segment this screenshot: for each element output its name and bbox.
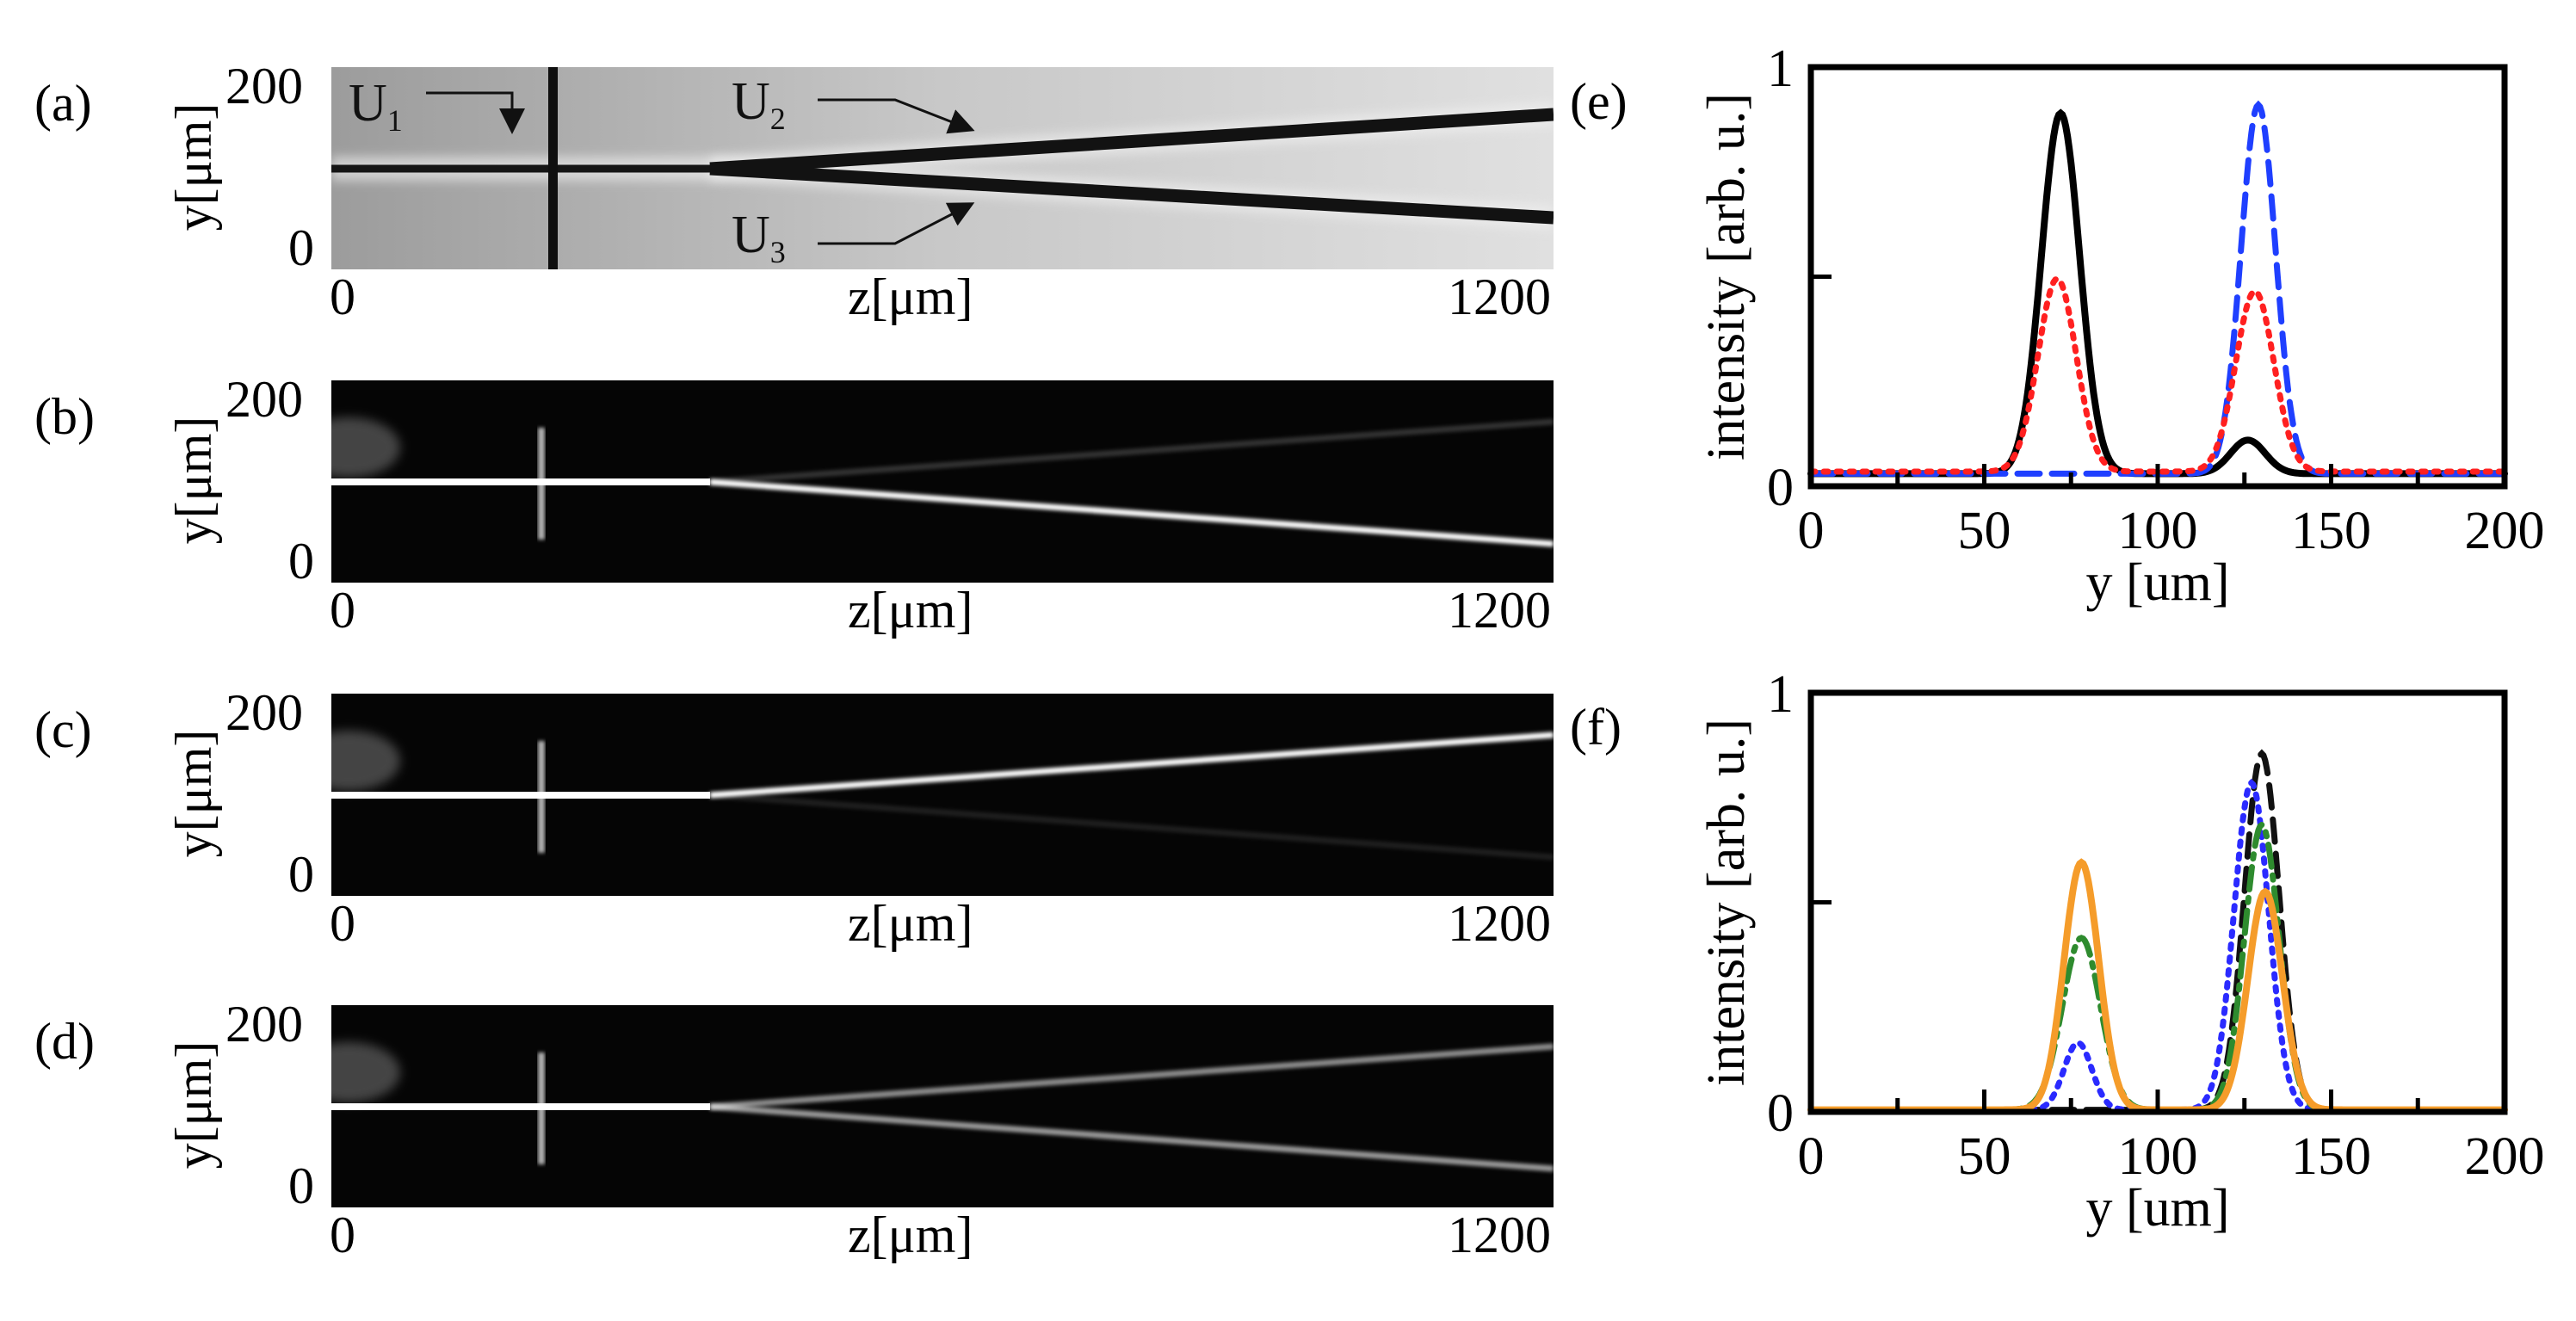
plot-1: (f) 0 50 100 150 200 0 1 y [um] intensity [arb. u…: [1570, 665, 2545, 1238]
y-tick-top: 200: [225, 684, 303, 741]
micrograph: [331, 1005, 1554, 1207]
y-tick-bottom: 0: [288, 533, 314, 590]
series-0: [1807, 749, 2508, 1114]
x-tick-label: 100: [2118, 1127, 2198, 1186]
series-2: [1807, 275, 2508, 475]
series-0: [1807, 108, 2508, 478]
micrograph: [331, 380, 1554, 583]
x-tick-left: 0: [330, 269, 355, 325]
x-tick-right: 1200: [1448, 1207, 1551, 1263]
y-tick-top: 200: [225, 996, 303, 1052]
y-tick-bottom: 0: [288, 846, 314, 903]
y-tick-top: 200: [225, 58, 303, 114]
micrograph: U1 U2 U3: [331, 67, 1554, 269]
panel-label: (d): [34, 1013, 95, 1070]
y-tick-bottom: 0: [288, 1157, 314, 1214]
x-axis-label: z[μm]: [848, 269, 973, 325]
plot-frame: [1807, 64, 2508, 490]
x-tick-label: 50: [1958, 1127, 2011, 1186]
x-tick-left: 0: [330, 1207, 355, 1263]
x-axis-label: y [um]: [2085, 553, 2229, 612]
annotation-u2: U2: [732, 72, 786, 136]
x-tick-right: 1200: [1448, 269, 1551, 325]
y-tick-label: 1: [1767, 665, 1794, 724]
y-tick-bottom: 0: [288, 219, 314, 276]
micrograph: [331, 694, 1554, 896]
series-3: [1807, 858, 2508, 1114]
x-axis-label: z[μm]: [848, 895, 973, 952]
x-tick-label: 200: [2465, 502, 2545, 560]
panel-label: (b): [34, 388, 95, 445]
panel-label: (c): [34, 701, 92, 758]
x-tick-label: 150: [2291, 502, 2371, 560]
x-tick-label: 100: [2118, 502, 2198, 560]
y-tick-label: 1: [1767, 40, 1794, 98]
x-tick-label: 50: [1958, 502, 2011, 560]
series-1: [1807, 100, 2508, 477]
y-tick-label: 0: [1767, 1084, 1794, 1143]
x-axis-label: y [um]: [2085, 1179, 2229, 1238]
x-tick-label: 150: [2291, 1127, 2371, 1186]
y-tick-top: 200: [225, 371, 303, 428]
x-tick-left: 0: [330, 582, 355, 639]
x-tick-label: 200: [2465, 1127, 2545, 1186]
series-2: [1807, 820, 2508, 1114]
y-axis-label: intensity [arb. u.]: [1697, 719, 1756, 1086]
panel-label: (a): [34, 75, 92, 132]
x-tick-right: 1200: [1448, 895, 1551, 952]
y-axis-label: intensity [arb. u.]: [1697, 93, 1756, 460]
annotation-u3: U3: [732, 206, 786, 269]
plot-frame: [1807, 689, 2508, 1115]
series-1: [1807, 778, 2508, 1114]
x-tick-label: 0: [1798, 1127, 1825, 1186]
x-axis-label: z[μm]: [848, 1207, 973, 1263]
plot-label: (e): [1570, 73, 1628, 130]
plot-0: (e) 0 50 100 150 200 0 1 y [um] intensity [arb. u…: [1570, 40, 2545, 612]
x-tick-right: 1200: [1448, 582, 1551, 639]
plot-label: (f): [1570, 699, 1622, 756]
x-axis-label: z[μm]: [848, 582, 973, 639]
y-tick-label: 0: [1767, 459, 1794, 517]
x-tick-label: 0: [1798, 502, 1825, 560]
annotation-u1: U1: [349, 74, 403, 138]
x-tick-left: 0: [330, 895, 355, 952]
